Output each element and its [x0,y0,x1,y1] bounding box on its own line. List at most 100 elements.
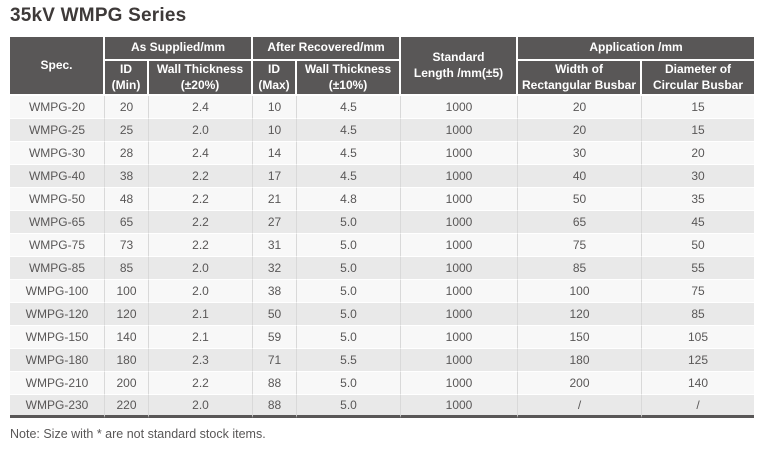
value-cell: 50 [518,188,643,212]
page-title: 35kV WMPG Series [10,5,187,26]
column-header-id-max: ID (Max) [253,61,298,97]
value-cell: / [518,395,643,419]
value-cell: 5.0 [297,372,402,396]
value-cell: 31 [253,234,298,258]
column-header-dia-circ-busbar: Diameter of Circular Busbar [642,61,755,97]
value-cell: 38 [105,165,149,189]
value-cell: 65 [518,211,643,235]
value-cell: 75 [642,280,755,304]
value-cell: 2.0 [149,257,254,281]
value-cell: 1000 [401,165,519,189]
value-cell: 30 [642,165,755,189]
table-header: Spec. As Supplied/mm After Recovered/mm … [10,37,755,97]
column-header-standard-length: Standard Length /mm(±5) [401,37,519,97]
value-cell: 1000 [401,119,519,143]
value-cell: 1000 [401,234,519,258]
value-cell: 1000 [401,326,519,350]
spec-cell: WMPG-230 [10,395,105,419]
value-cell: 85 [518,257,643,281]
value-cell: 5.0 [297,326,402,350]
value-cell: 20 [518,96,643,120]
value-cell: 5.0 [297,303,402,327]
value-cell: 5.0 [297,280,402,304]
spec-cell: WMPG-50 [10,188,105,212]
page: 35kV WMPG Series Spec. As Supplied/mm Af… [10,5,755,442]
group-header-application: Application /mm [518,37,755,61]
value-cell: 100 [105,280,149,304]
table-row: WMPG-210 200 2.2 88 5.0 1000 200 140 [10,372,755,396]
value-cell: 50 [642,234,755,258]
value-cell: 140 [642,372,755,396]
value-cell: 2.4 [149,96,254,120]
value-cell: 200 [105,372,149,396]
spec-cell: WMPG-20 [10,96,105,120]
value-cell: 120 [518,303,643,327]
value-cell: 1000 [401,349,519,373]
value-cell: 20 [518,119,643,143]
table-row: WMPG-85 85 2.0 32 5.0 1000 85 55 [10,257,755,281]
value-cell: 105 [642,326,755,350]
table-row: WMPG-20 20 2.4 10 4.5 1000 20 15 [10,96,755,120]
value-cell: 25 [105,119,149,143]
value-cell: 14 [253,142,298,166]
spec-cell: WMPG-120 [10,303,105,327]
value-cell: 2.4 [149,142,254,166]
value-cell: 4.8 [297,188,402,212]
value-cell: 1000 [401,280,519,304]
value-cell: 140 [105,326,149,350]
column-header-width-rect-busbar: Width of Rectangular Busbar [518,61,643,97]
value-cell: 21 [253,188,298,212]
value-cell: 17 [253,165,298,189]
value-cell: 32 [253,257,298,281]
value-cell: 73 [105,234,149,258]
spec-table: Spec. As Supplied/mm After Recovered/mm … [10,37,755,419]
value-cell: 180 [105,349,149,373]
value-cell: 10 [253,119,298,143]
table-row: WMPG-180 180 2.3 71 5.5 1000 180 125 [10,349,755,373]
group-header-as-supplied: As Supplied/mm [105,37,254,61]
value-cell: 150 [518,326,643,350]
table-row: WMPG-100 100 2.0 38 5.0 1000 100 75 [10,280,755,304]
value-cell: 1000 [401,303,519,327]
value-cell: 1000 [401,188,519,212]
spec-cell: WMPG-65 [10,211,105,235]
value-cell: 5.0 [297,395,402,419]
value-cell: 55 [642,257,755,281]
value-cell: 120 [105,303,149,327]
column-header-spec: Spec. [10,37,105,97]
value-cell: 15 [642,119,755,143]
value-cell: 88 [253,372,298,396]
value-cell: 4.5 [297,96,402,120]
value-cell: 2.2 [149,234,254,258]
table-row: WMPG-150 140 2.1 59 5.0 1000 150 105 [10,326,755,350]
spec-cell: WMPG-150 [10,326,105,350]
value-cell: 30 [518,142,643,166]
value-cell: 2.0 [149,395,254,419]
value-cell: 5.0 [297,211,402,235]
spec-cell: WMPG-75 [10,234,105,258]
value-cell: 5.0 [297,234,402,258]
value-cell: 2.2 [149,165,254,189]
value-cell: 27 [253,211,298,235]
value-cell: 2.2 [149,188,254,212]
value-cell: 200 [518,372,643,396]
value-cell: 4.5 [297,119,402,143]
value-cell: 4.5 [297,165,402,189]
note-text: Note: Size with * are not standard stock… [10,427,266,442]
value-cell: 59 [253,326,298,350]
value-cell: 1000 [401,142,519,166]
spec-cell: WMPG-40 [10,165,105,189]
value-cell: 88 [253,395,298,419]
table-row: WMPG-65 65 2.2 27 5.0 1000 65 45 [10,211,755,235]
value-cell: 2.1 [149,303,254,327]
value-cell: 1000 [401,257,519,281]
spec-cell: WMPG-210 [10,372,105,396]
spec-cell: WMPG-85 [10,257,105,281]
table-body: WMPG-20 20 2.4 10 4.5 1000 20 15 WMPG-25 25 2.0 10 4… [10,96,755,419]
value-cell: 2.3 [149,349,254,373]
value-cell: 10 [253,96,298,120]
value-cell: 71 [253,349,298,373]
value-cell: 2.2 [149,372,254,396]
column-header-wall-thickness-10: Wall Thickness (±10%) [297,61,402,97]
value-cell: 220 [105,395,149,419]
